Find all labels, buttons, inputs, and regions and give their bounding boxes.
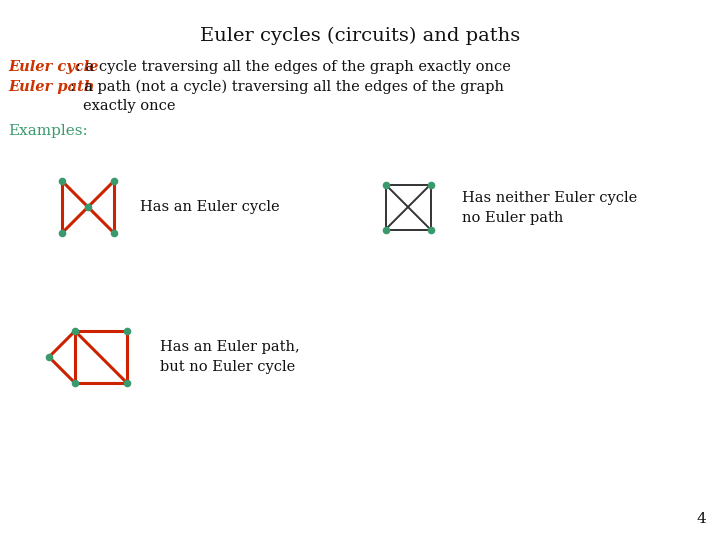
Text: Has neither Euler cycle: Has neither Euler cycle — [462, 191, 637, 205]
Text: Euler cycle: Euler cycle — [8, 60, 99, 74]
Text: exactly once: exactly once — [83, 99, 176, 113]
Text: no Euler path: no Euler path — [462, 211, 563, 225]
Text: Has an Euler path,: Has an Euler path, — [160, 340, 300, 354]
Text: Examples:: Examples: — [8, 124, 88, 138]
Text: : a cycle traversing all the edges of the graph exactly once: : a cycle traversing all the edges of th… — [76, 60, 511, 74]
Text: 4: 4 — [696, 512, 706, 526]
Text: Euler cycles (circuits) and paths: Euler cycles (circuits) and paths — [200, 27, 520, 45]
Text: Has an Euler cycle: Has an Euler cycle — [140, 200, 279, 214]
Text: Euler path: Euler path — [8, 80, 94, 94]
Text: :  a path (not a cycle) traversing all the edges of the graph: : a path (not a cycle) traversing all th… — [70, 80, 504, 94]
Text: but no Euler cycle: but no Euler cycle — [160, 360, 295, 374]
